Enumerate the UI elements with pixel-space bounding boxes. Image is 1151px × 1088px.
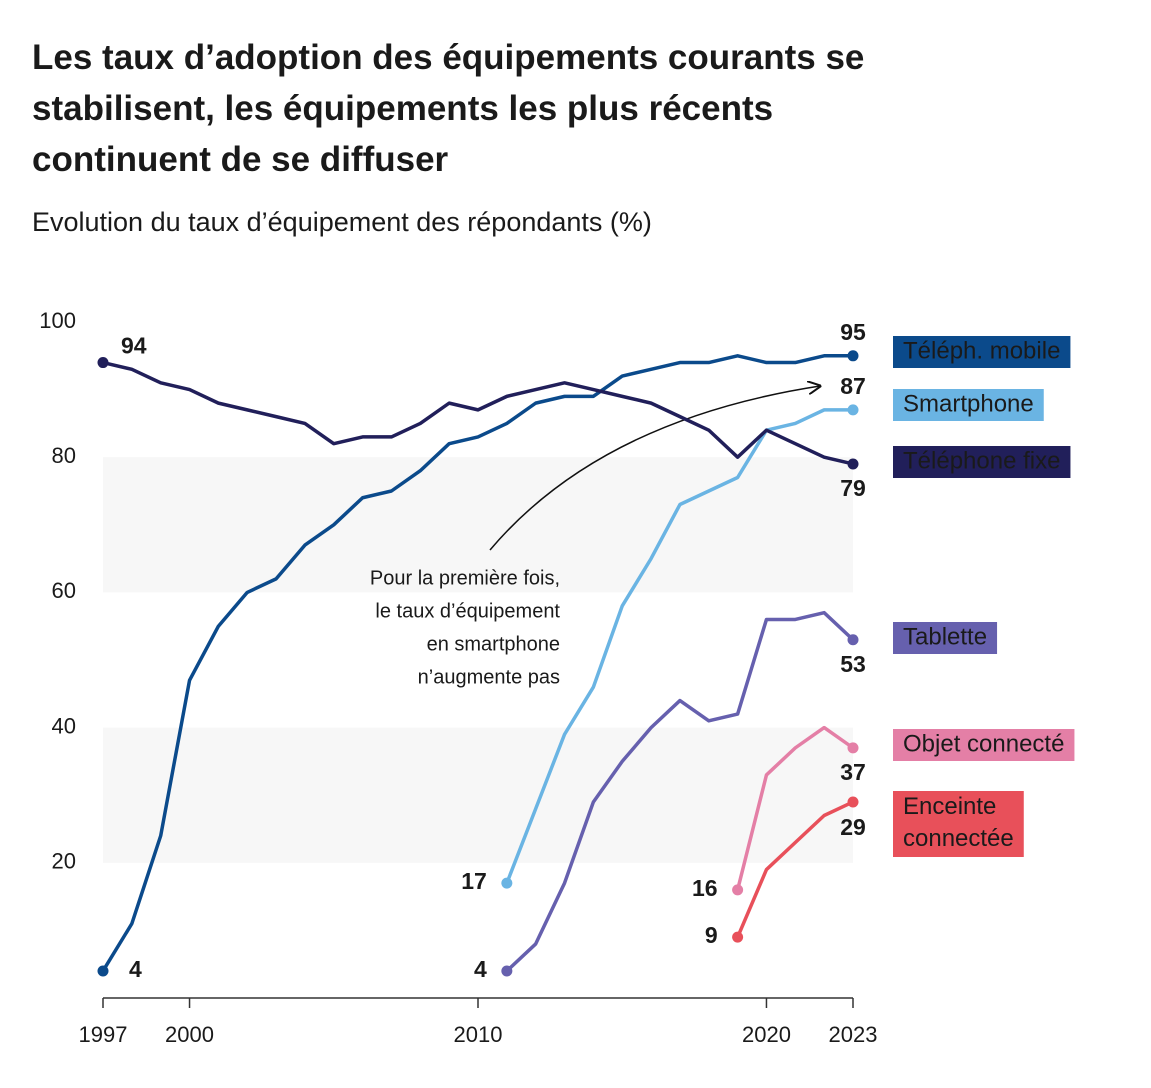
legend-swatch — [893, 446, 1071, 478]
series-point — [97, 357, 109, 369]
legend-label: Tablette — [903, 623, 987, 650]
x-tick-label: 1997 — [79, 1022, 128, 1047]
legend-item: Téléphone fixe — [893, 446, 1071, 478]
legend-item: Téléph. mobile — [893, 336, 1071, 368]
x-tick-label: 2020 — [742, 1022, 791, 1047]
x-tick-label: 2023 — [829, 1022, 878, 1047]
data-label: 95 — [840, 319, 866, 345]
series-line — [505, 408, 853, 884]
x-tick-label: 2000 — [165, 1022, 214, 1047]
y-tick-label: 60 — [52, 578, 76, 603]
series-line — [735, 725, 855, 891]
grid-band — [103, 457, 853, 593]
data-label: 94 — [121, 333, 147, 359]
x-tick-label: 2010 — [454, 1022, 503, 1047]
data-label: 9 — [705, 922, 718, 948]
series-line — [101, 354, 853, 972]
series-point — [732, 931, 744, 943]
series-point — [847, 350, 859, 362]
legend-swatch — [893, 389, 1044, 421]
series-line — [102, 360, 854, 466]
data-label: 53 — [840, 651, 866, 677]
series-point — [847, 458, 859, 470]
y-tick-label: 40 — [52, 713, 76, 738]
annotation: le taux d’équipement — [375, 600, 560, 622]
data-label: 87 — [840, 373, 866, 399]
legend-label: Téléphone fixe — [903, 447, 1060, 474]
legend-swatch — [893, 729, 1075, 761]
data-label: 17 — [461, 868, 487, 894]
series-point — [847, 634, 859, 646]
data-label: 29 — [840, 814, 866, 840]
legend-item: Objet connecté — [893, 729, 1075, 761]
chart-subtitle: Evolution du taux d’équipement des répon… — [32, 207, 652, 237]
series-point — [501, 877, 513, 889]
data-label: 16 — [692, 875, 718, 901]
series-point — [732, 884, 744, 896]
series-point — [847, 404, 859, 416]
legend-label: Enceinte connectée — [903, 793, 1014, 852]
y-tick-label: 100 — [39, 308, 76, 333]
data-label: 79 — [840, 475, 866, 501]
annotation: en smartphone — [427, 633, 560, 655]
series-point — [847, 742, 859, 754]
annotation: Pour la première fois, — [370, 567, 560, 589]
annotation-arrow — [489, 386, 820, 551]
series-point — [847, 796, 859, 808]
legend-label: Téléph. mobile — [903, 337, 1060, 364]
series-line — [736, 800, 854, 938]
annotation: n’augmente pas — [418, 666, 560, 688]
legend-item: Smartphone — [893, 389, 1044, 421]
legend-label: Smartphone — [903, 390, 1034, 417]
legend-swatch — [893, 791, 1024, 857]
y-tick-label: 80 — [52, 443, 76, 468]
data-label: 4 — [129, 956, 142, 982]
legend-item: Enceinte connectée — [893, 791, 1024, 857]
legend-swatch — [893, 336, 1071, 368]
y-tick-label: 20 — [52, 849, 76, 874]
grid-band — [103, 727, 853, 863]
series-point — [501, 965, 513, 977]
chart-title: Les taux d’adoption des équipements cour… — [32, 38, 864, 179]
legend-swatch — [893, 622, 998, 654]
series-point — [97, 965, 109, 977]
legend-label: Objet connecté — [903, 730, 1064, 757]
legend-item: Tablette — [893, 622, 998, 654]
series-line — [505, 610, 855, 973]
data-label: 4 — [474, 956, 487, 982]
data-label: 37 — [840, 759, 866, 785]
